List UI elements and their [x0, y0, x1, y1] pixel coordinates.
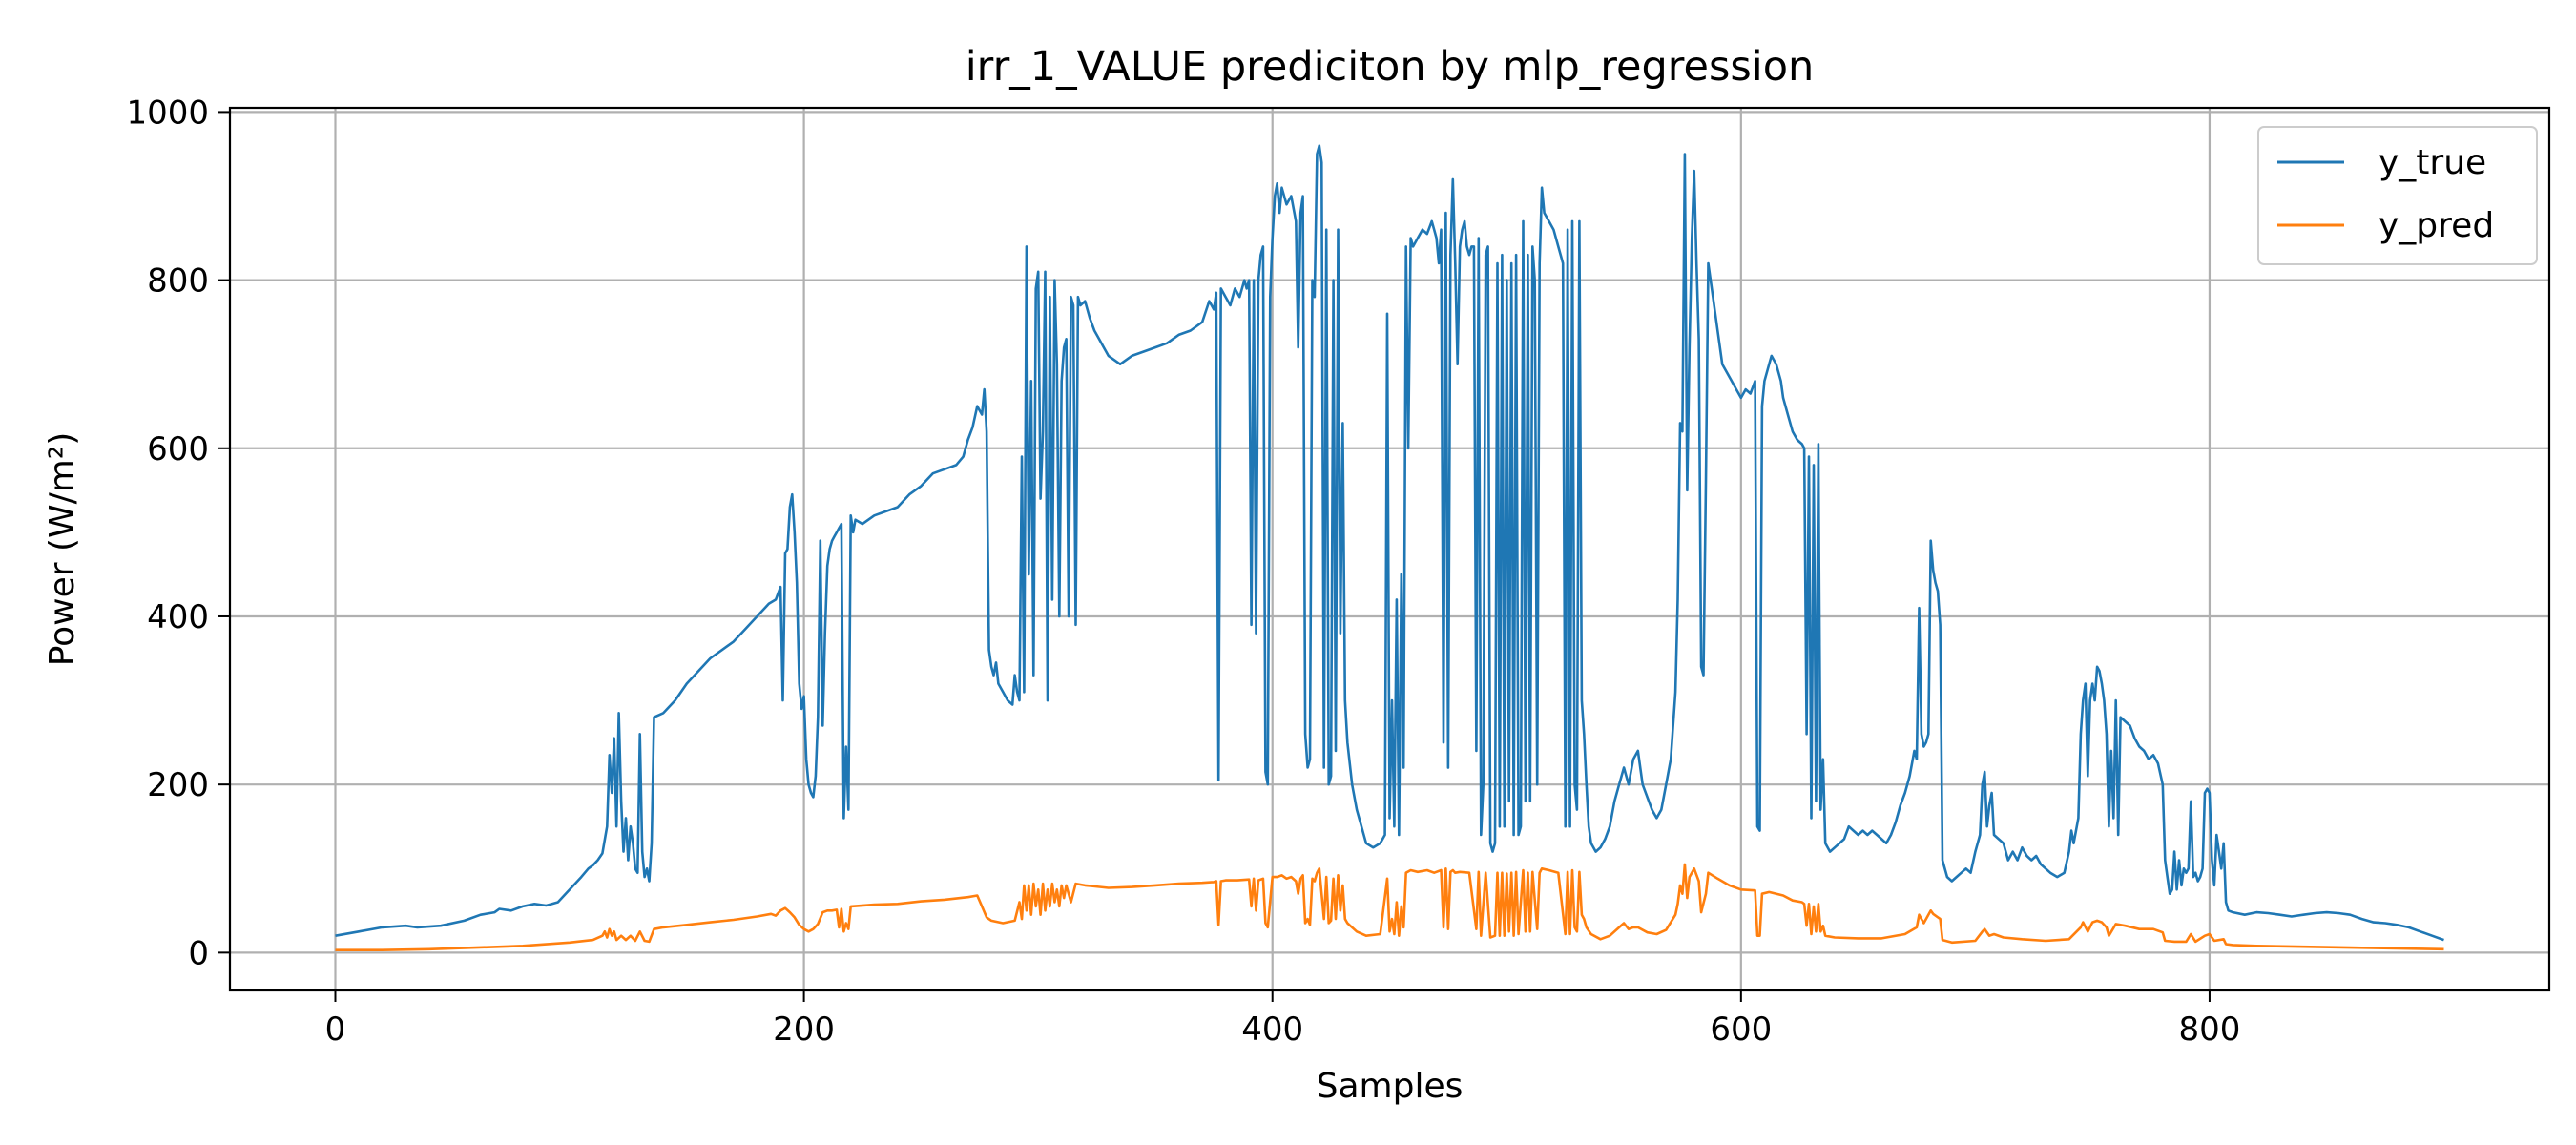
- legend-label-y-true: y_true: [2379, 143, 2486, 182]
- y-tick-label: 800: [147, 262, 209, 301]
- chart-title: irr_1_VALUE prediciton by mlp_regression: [966, 43, 1815, 91]
- series-line-y-true: [335, 144, 2444, 942]
- y-tick-label: 400: [147, 598, 209, 636]
- series-line-y-pred: [335, 863, 2444, 951]
- x-tick-label: 400: [1241, 1010, 1303, 1049]
- y-tick-label: 600: [147, 430, 209, 468]
- legend: y_true y_pred: [2257, 126, 2538, 265]
- x-tick-label: 600: [1710, 1010, 1772, 1049]
- legend-label-y-pred: y_pred: [2379, 206, 2494, 245]
- series-layer: [335, 144, 2444, 951]
- grid-lines: [230, 108, 2549, 990]
- y-axis-label: Power (W/m²): [43, 432, 82, 667]
- y-tick-label: 200: [147, 766, 209, 804]
- axis-ticks: 0 200 400 600 800 0 200 400 600 800 1000: [126, 94, 2240, 1049]
- x-tick-label: 800: [2178, 1010, 2240, 1049]
- x-tick-label: 200: [773, 1010, 835, 1049]
- plot-area-frame: [228, 106, 2551, 992]
- y-tick-label: 1000: [126, 94, 209, 132]
- x-tick-label: 0: [325, 1010, 346, 1049]
- y-tick-label: 0: [188, 934, 209, 972]
- x-axis-label: Samples: [1317, 1067, 1464, 1106]
